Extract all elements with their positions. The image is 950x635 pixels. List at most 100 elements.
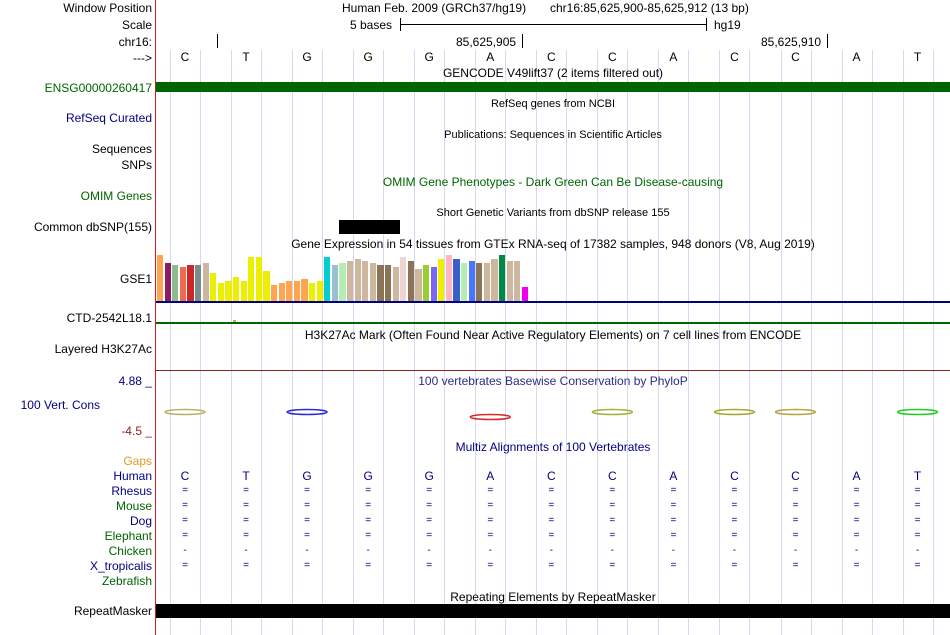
- gtex-tissue-bar[interactable]: [263, 271, 270, 301]
- ctd-gene-line[interactable]: [156, 322, 950, 324]
- gtex-tissue-bar[interactable]: [347, 261, 354, 301]
- gtex-tissue-bar[interactable]: [172, 265, 179, 301]
- dbsnp-label[interactable]: Common dbSNP(155): [33, 220, 152, 234]
- ctd-label[interactable]: CTD-2542L18.1: [66, 311, 152, 325]
- gtex-tissue-bar[interactable]: [483, 263, 490, 301]
- gtex-tissue-bar[interactable]: [210, 273, 217, 301]
- gtex-tissue-bar[interactable]: [377, 265, 384, 301]
- gencode-gene-bar[interactable]: [156, 82, 950, 92]
- gtex-tissue-bar[interactable]: [423, 265, 430, 301]
- alignment-base: =: [792, 560, 799, 571]
- gridline: [872, 50, 873, 635]
- gtex-tissue-bar[interactable]: [514, 261, 521, 301]
- repeatmasker-block[interactable]: [156, 604, 950, 618]
- omim-label[interactable]: OMIM Genes: [80, 189, 152, 203]
- alignment-base: -: [244, 545, 248, 556]
- reference-base: C: [730, 50, 739, 64]
- gtex-tissue-bar[interactable]: [286, 281, 293, 301]
- gridline: [781, 50, 782, 635]
- gtex-tissue-bar[interactable]: [468, 261, 475, 301]
- coord-tick-2: [827, 34, 828, 48]
- alignment-base: =: [914, 530, 921, 541]
- gtex-tissue-bar[interactable]: [453, 259, 460, 301]
- gtex-tissue-bar[interactable]: [164, 263, 171, 301]
- species-label-dog[interactable]: Dog: [129, 514, 152, 528]
- gtex-tissue-bar[interactable]: [430, 267, 437, 301]
- alignment-base: =: [487, 530, 494, 541]
- gse1-gene-line[interactable]: [156, 301, 950, 303]
- gtex-tissue-bar[interactable]: [324, 257, 331, 301]
- alignment-base: =: [670, 515, 677, 526]
- phylop-mark[interactable]: [713, 408, 756, 416]
- species-label-zebrafish[interactable]: Zebrafish: [101, 574, 152, 588]
- gtex-tissue-bar[interactable]: [362, 261, 369, 301]
- gtex-tissue-bar[interactable]: [506, 261, 513, 301]
- refseq-label[interactable]: RefSeq Curated: [65, 111, 152, 125]
- repeatmasker-label[interactable]: RepeatMasker: [73, 604, 152, 618]
- gse1-label[interactable]: GSE1: [119, 272, 152, 286]
- gtex-tissue-bar[interactable]: [293, 281, 300, 301]
- species-label-chicken[interactable]: Chicken: [108, 544, 152, 558]
- gtex-tissue-bar[interactable]: [339, 263, 346, 301]
- alignment-base: =: [243, 530, 249, 541]
- gtex-tissue-bar[interactable]: [225, 281, 232, 301]
- phylop-mark[interactable]: [774, 408, 817, 416]
- species-label-mouse[interactable]: Mouse: [115, 499, 152, 513]
- gtex-tissue-bar[interactable]: [255, 257, 262, 301]
- gtex-tissue-bar[interactable]: [476, 263, 483, 301]
- gtex-tissue-bar[interactable]: [400, 257, 407, 301]
- gtex-bar-chart[interactable]: [156, 254, 950, 301]
- gtex-tissue-bar[interactable]: [461, 263, 468, 301]
- phylop-plot[interactable]: [156, 400, 950, 424]
- h3k27ac-label[interactable]: Layered H3K27Ac: [54, 342, 152, 356]
- gridline: [322, 50, 323, 635]
- gtex-tissue-bar[interactable]: [278, 283, 285, 301]
- gtex-tissue-bar[interactable]: [392, 267, 399, 301]
- gtex-tissue-bar[interactable]: [217, 283, 224, 301]
- sequences-label[interactable]: Sequences: [91, 142, 152, 156]
- alignment-base: =: [731, 485, 738, 496]
- gtex-tissue-bar[interactable]: [301, 279, 308, 301]
- gtex-tissue-bar[interactable]: [187, 265, 194, 301]
- gtex-tissue-bar[interactable]: [316, 281, 323, 301]
- gtex-tissue-bar[interactable]: [445, 255, 452, 301]
- gtex-tissue-bar[interactable]: [331, 265, 338, 301]
- phylop-mark[interactable]: [286, 408, 328, 416]
- gtex-tissue-bar[interactable]: [438, 259, 445, 301]
- gtex-tissue-bar[interactable]: [271, 285, 278, 301]
- species-label-rhesus[interactable]: Rhesus: [111, 484, 152, 498]
- phylop-mark[interactable]: [591, 408, 634, 416]
- gtex-tissue-bar[interactable]: [157, 255, 164, 301]
- gtex-tissue-bar[interactable]: [415, 269, 422, 301]
- gtex-tissue-bar[interactable]: [369, 263, 376, 301]
- gtex-tissue-bar[interactable]: [521, 287, 528, 301]
- phylop-mark[interactable]: [896, 408, 939, 416]
- species-label-elephant[interactable]: Elephant: [104, 529, 152, 543]
- gtex-tissue-bar[interactable]: [202, 263, 209, 301]
- phylop-mark[interactable]: [164, 408, 206, 416]
- gridline: [719, 50, 720, 635]
- gene-id-label[interactable]: ENSG00000260417: [44, 81, 152, 95]
- gtex-tissue-bar[interactable]: [195, 265, 202, 301]
- snps-label[interactable]: SNPs: [121, 158, 152, 172]
- gtex-tissue-bar[interactable]: [309, 283, 316, 301]
- gtex-tissue-bar[interactable]: [499, 255, 506, 301]
- dbsnp-variant-block[interactable]: [339, 220, 400, 234]
- browser-track-area[interactable]: Human Feb. 2009 (GRCh37/hg19) chr16:85,6…: [156, 0, 950, 635]
- gtex-tissue-bar[interactable]: [233, 277, 240, 301]
- gtex-tissue-bar[interactable]: [354, 259, 361, 301]
- gtex-tissue-bar[interactable]: [240, 281, 247, 301]
- gtex-tissue-bar[interactable]: [248, 257, 255, 301]
- species-label-x_tropicalis[interactable]: X_tropicalis: [89, 559, 152, 573]
- phylop-title: 100 vertebrates Basewise Conservation by…: [418, 374, 688, 388]
- alignment-base: -: [183, 545, 187, 556]
- gtex-tissue-bar[interactable]: [491, 259, 498, 301]
- alignment-base: -: [366, 545, 370, 556]
- gtex-tissue-bar[interactable]: [407, 261, 414, 301]
- gtex-tissue-bar[interactable]: [385, 265, 392, 301]
- species-label-human[interactable]: Human: [113, 469, 152, 483]
- cons-label[interactable]: 100 Vert. Cons: [20, 398, 100, 412]
- h3k27ac-baseline: [156, 370, 950, 371]
- gtex-tissue-bar[interactable]: [179, 267, 186, 301]
- phylop-mark[interactable]: [469, 413, 511, 421]
